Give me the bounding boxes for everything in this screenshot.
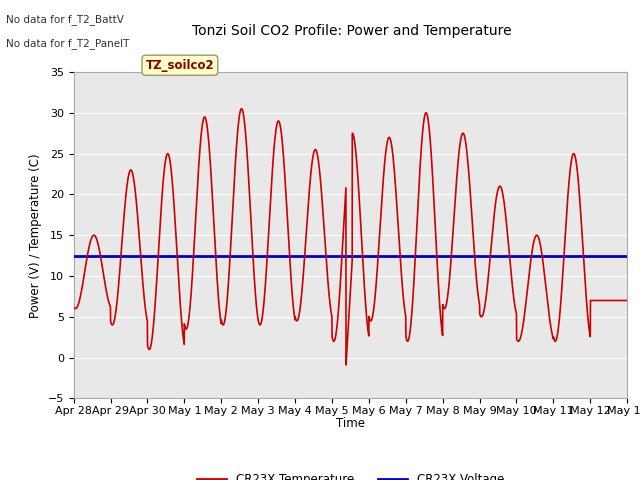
Text: No data for f_T2_PanelT: No data for f_T2_PanelT: [6, 38, 130, 49]
Y-axis label: Power (V) / Temperature (C): Power (V) / Temperature (C): [29, 153, 42, 317]
Text: No data for f_T2_BattV: No data for f_T2_BattV: [6, 14, 124, 25]
Text: Tonzi Soil CO2 Profile: Power and Temperature: Tonzi Soil CO2 Profile: Power and Temper…: [192, 24, 512, 38]
Text: TZ_soilco2: TZ_soilco2: [145, 59, 214, 72]
Legend: CR23X Temperature, CR23X Voltage: CR23X Temperature, CR23X Voltage: [192, 468, 509, 480]
X-axis label: Time: Time: [336, 418, 365, 431]
